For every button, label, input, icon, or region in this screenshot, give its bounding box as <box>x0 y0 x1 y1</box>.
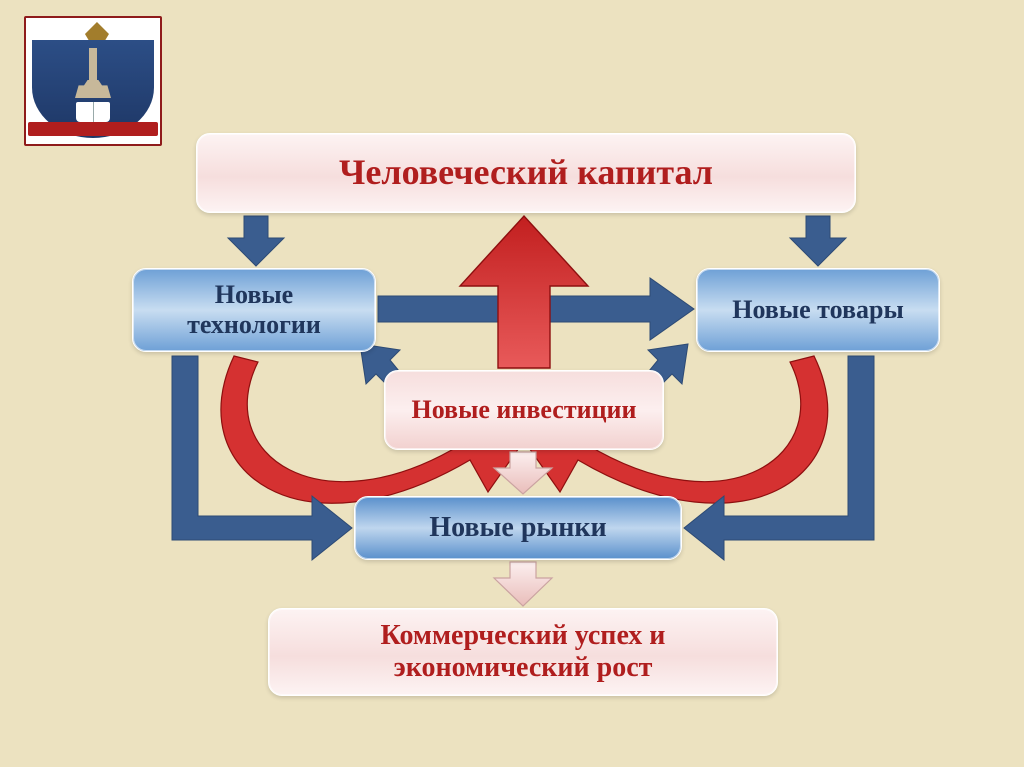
arrow-tech-to-mkt <box>172 356 352 560</box>
university-logo <box>24 16 162 146</box>
eagle-icon <box>85 22 109 42</box>
node-new-markets: Новые рынки <box>354 496 682 560</box>
node-human-capital: Человеческий капитал <box>196 133 856 213</box>
building-icon <box>75 48 111 98</box>
book-icon <box>76 102 110 122</box>
node-new-goods: Новые товары <box>696 268 940 352</box>
label: Новые технологии <box>147 280 361 340</box>
arrow-mkt-to-succ <box>494 562 552 606</box>
arrow-inv-to-cap <box>460 216 588 368</box>
label: Коммерческий успех и экономический рост <box>283 620 763 684</box>
arrow-cap-to-tech <box>228 216 284 266</box>
node-new-investments: Новые инвестиции <box>384 370 664 450</box>
shield-icon <box>32 40 154 138</box>
arrow-goods-to-mkt <box>684 356 874 560</box>
arrow-tech-to-goods <box>378 278 694 340</box>
label: Новые товары <box>732 295 904 325</box>
node-commercial-success: Коммерческий успех и экономический рост <box>268 608 778 696</box>
arrow-inv-to-mkt <box>494 452 552 494</box>
node-new-tech: Новые технологии <box>132 268 376 352</box>
arrow-cap-to-goods <box>790 216 846 266</box>
label: Новые рынки <box>429 512 606 544</box>
label: Человеческий капитал <box>339 152 713 193</box>
label: Новые инвестиции <box>411 395 636 425</box>
ribbon-icon <box>28 122 158 136</box>
